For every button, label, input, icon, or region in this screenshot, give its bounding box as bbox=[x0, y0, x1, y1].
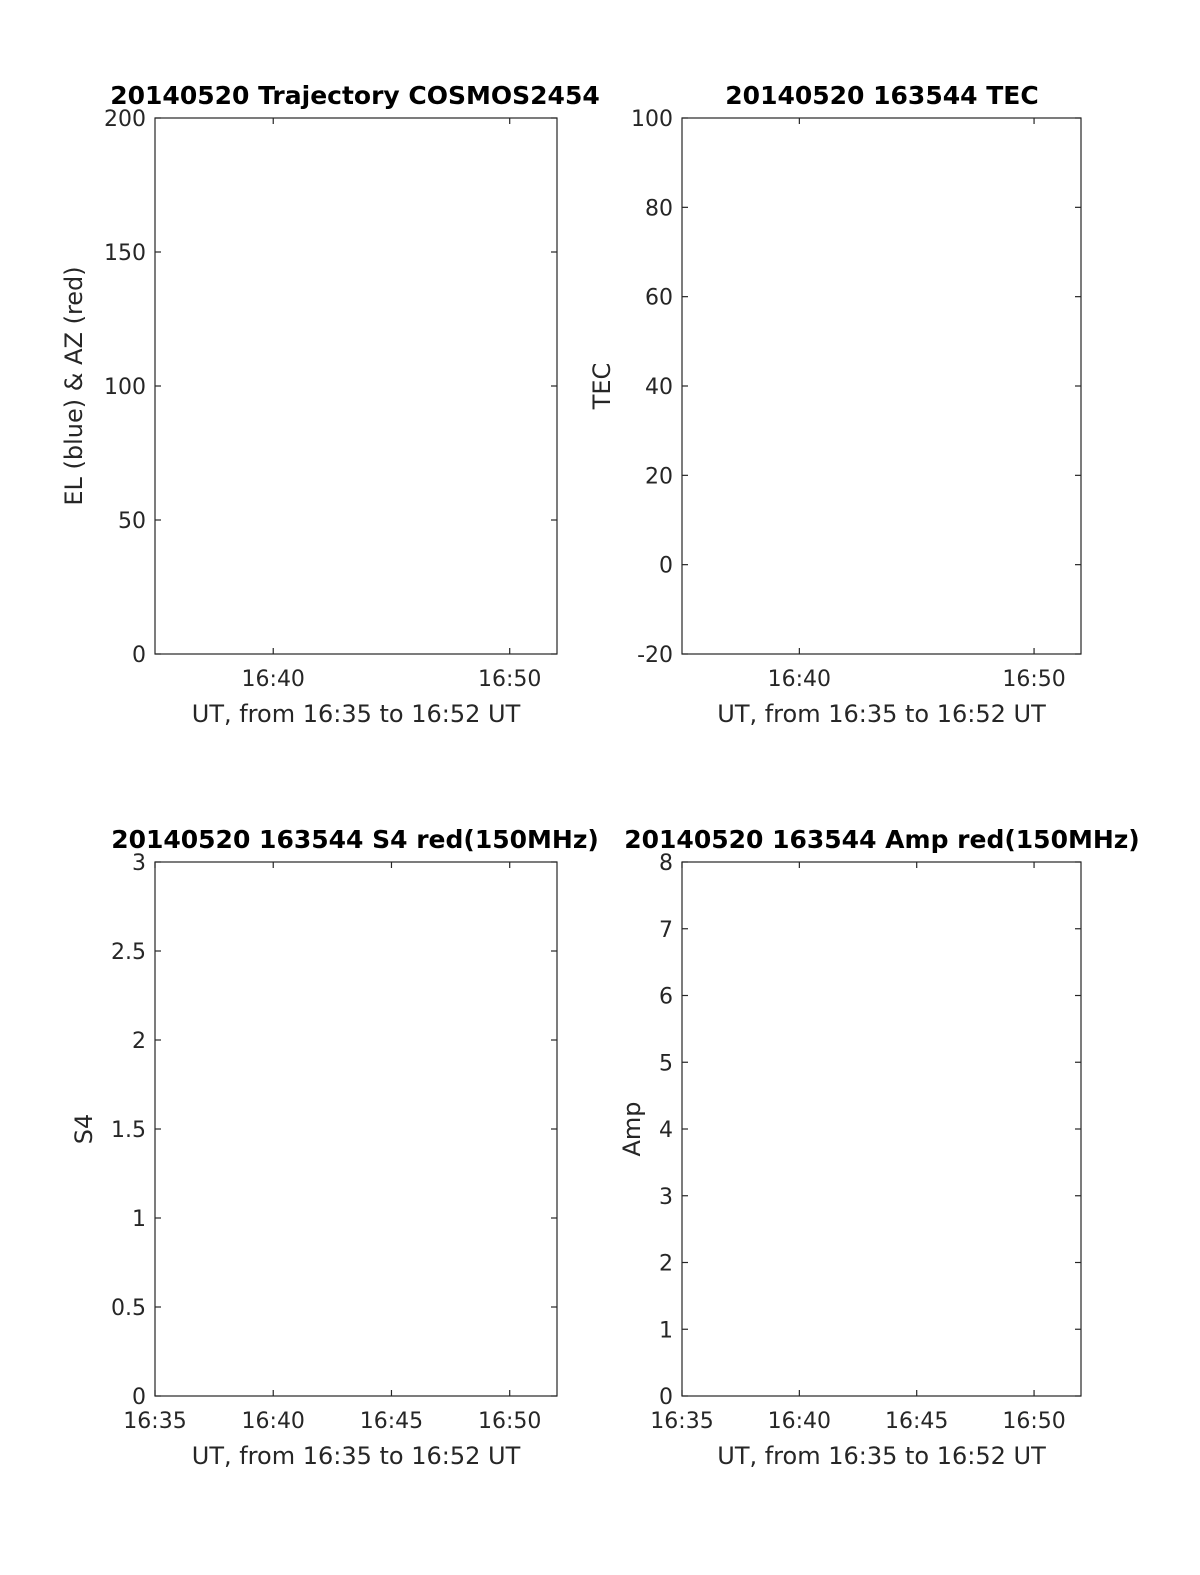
x-tick-label: 16:45 bbox=[885, 1409, 948, 1434]
y-tick-label: 100 bbox=[631, 107, 673, 132]
y-tick-label: 8 bbox=[659, 851, 673, 876]
y-tick-label: 1 bbox=[659, 1318, 673, 1343]
x-tick-label: 16:50 bbox=[478, 667, 541, 692]
panel-tec: -20 0 20 40 60 80 100 16:40 16:50 20140520 163544… bbox=[588, 81, 1082, 728]
y-tick-label: 3 bbox=[659, 1185, 673, 1210]
y-tick-label: 0 bbox=[132, 1385, 146, 1410]
y-tick-label: 6 bbox=[659, 985, 673, 1010]
y-tick-label: 2 bbox=[659, 1252, 673, 1277]
y-axis-label: Amp bbox=[618, 1101, 646, 1156]
axes-frame bbox=[154, 861, 558, 1397]
x-tick-label: 16:40 bbox=[768, 1409, 831, 1434]
x-tick-label: 16:40 bbox=[242, 1409, 305, 1434]
y-tick-label: 50 bbox=[118, 509, 146, 534]
y-tick-label: 7 bbox=[659, 918, 673, 943]
y-tick-label: 80 bbox=[645, 196, 673, 221]
chart-title-amp: 20140520 163544 Amp red(150MHz) bbox=[624, 825, 1140, 854]
chart-title-trajectory: 20140520 Trajectory COSMOS2454 bbox=[110, 81, 600, 110]
y-tick-label: 4 bbox=[659, 1118, 673, 1143]
x-tick-label: 16:45 bbox=[360, 1409, 423, 1434]
y-tick-label: 0.5 bbox=[111, 1296, 146, 1321]
y-tick-label: 0 bbox=[132, 643, 146, 668]
x-tick-label: 16:35 bbox=[123, 1409, 186, 1434]
y-tick-label: 200 bbox=[104, 107, 146, 132]
y-tick-label: 1 bbox=[132, 1207, 146, 1232]
panel-trajectory: 0 50 100 150 200 16:40 16:50 20140520 Trajector… bbox=[60, 81, 600, 728]
axes-frame bbox=[681, 861, 1082, 1397]
y-axis-label: EL (blue) & AZ (red) bbox=[60, 266, 88, 505]
x-axis-label: UT, from 16:35 to 16:52 UT bbox=[717, 700, 1046, 728]
y-tick-label: 100 bbox=[104, 375, 146, 400]
y-tick-label: -20 bbox=[637, 643, 673, 668]
y-tick-label: 20 bbox=[645, 464, 673, 489]
x-tick-label: 16:40 bbox=[242, 667, 305, 692]
y-tick-label: 5 bbox=[659, 1051, 673, 1076]
x-axis-label: UT, from 16:35 to 16:52 UT bbox=[717, 1442, 1046, 1470]
x-tick-label: 16:50 bbox=[478, 1409, 541, 1434]
panel-s4: 0 0.5 1 1.5 2 2.5 3 16:35 16:40 16:45 16:50 2014052… bbox=[70, 825, 599, 1470]
y-tick-label: 40 bbox=[645, 375, 673, 400]
x-tick-label: 16:50 bbox=[1002, 1409, 1065, 1434]
panel-amp: 0 1 2 3 4 5 6 7 8 16:35 16:40 16:45 16:50 20140520 16… bbox=[618, 825, 1140, 1470]
y-tick-label: 0 bbox=[659, 554, 673, 579]
y-tick-label: 60 bbox=[645, 286, 673, 311]
y-tick-label: 0 bbox=[659, 1385, 673, 1410]
y-tick-label: 2 bbox=[132, 1029, 146, 1054]
y-tick-label: 1.5 bbox=[111, 1118, 146, 1143]
x-axis-label: UT, from 16:35 to 16:52 UT bbox=[192, 1442, 521, 1470]
y-tick-label: 3 bbox=[132, 851, 146, 876]
chart-title-s4: 20140520 163544 S4 red(150MHz) bbox=[111, 825, 599, 854]
axes-frame bbox=[681, 117, 1082, 655]
x-tick-label: 16:50 bbox=[1002, 667, 1065, 692]
y-axis-label: S4 bbox=[70, 1114, 98, 1145]
x-tick-label: 16:35 bbox=[650, 1409, 713, 1434]
y-tick-label: 2.5 bbox=[111, 940, 146, 965]
x-tick-label: 16:40 bbox=[768, 667, 831, 692]
axes-frame bbox=[154, 117, 558, 655]
chart-title-tec: 20140520 163544 TEC bbox=[725, 81, 1038, 110]
y-axis-label: TEC bbox=[588, 363, 616, 411]
x-axis-label: UT, from 16:35 to 16:52 UT bbox=[192, 700, 521, 728]
y-tick-label: 150 bbox=[104, 241, 146, 266]
